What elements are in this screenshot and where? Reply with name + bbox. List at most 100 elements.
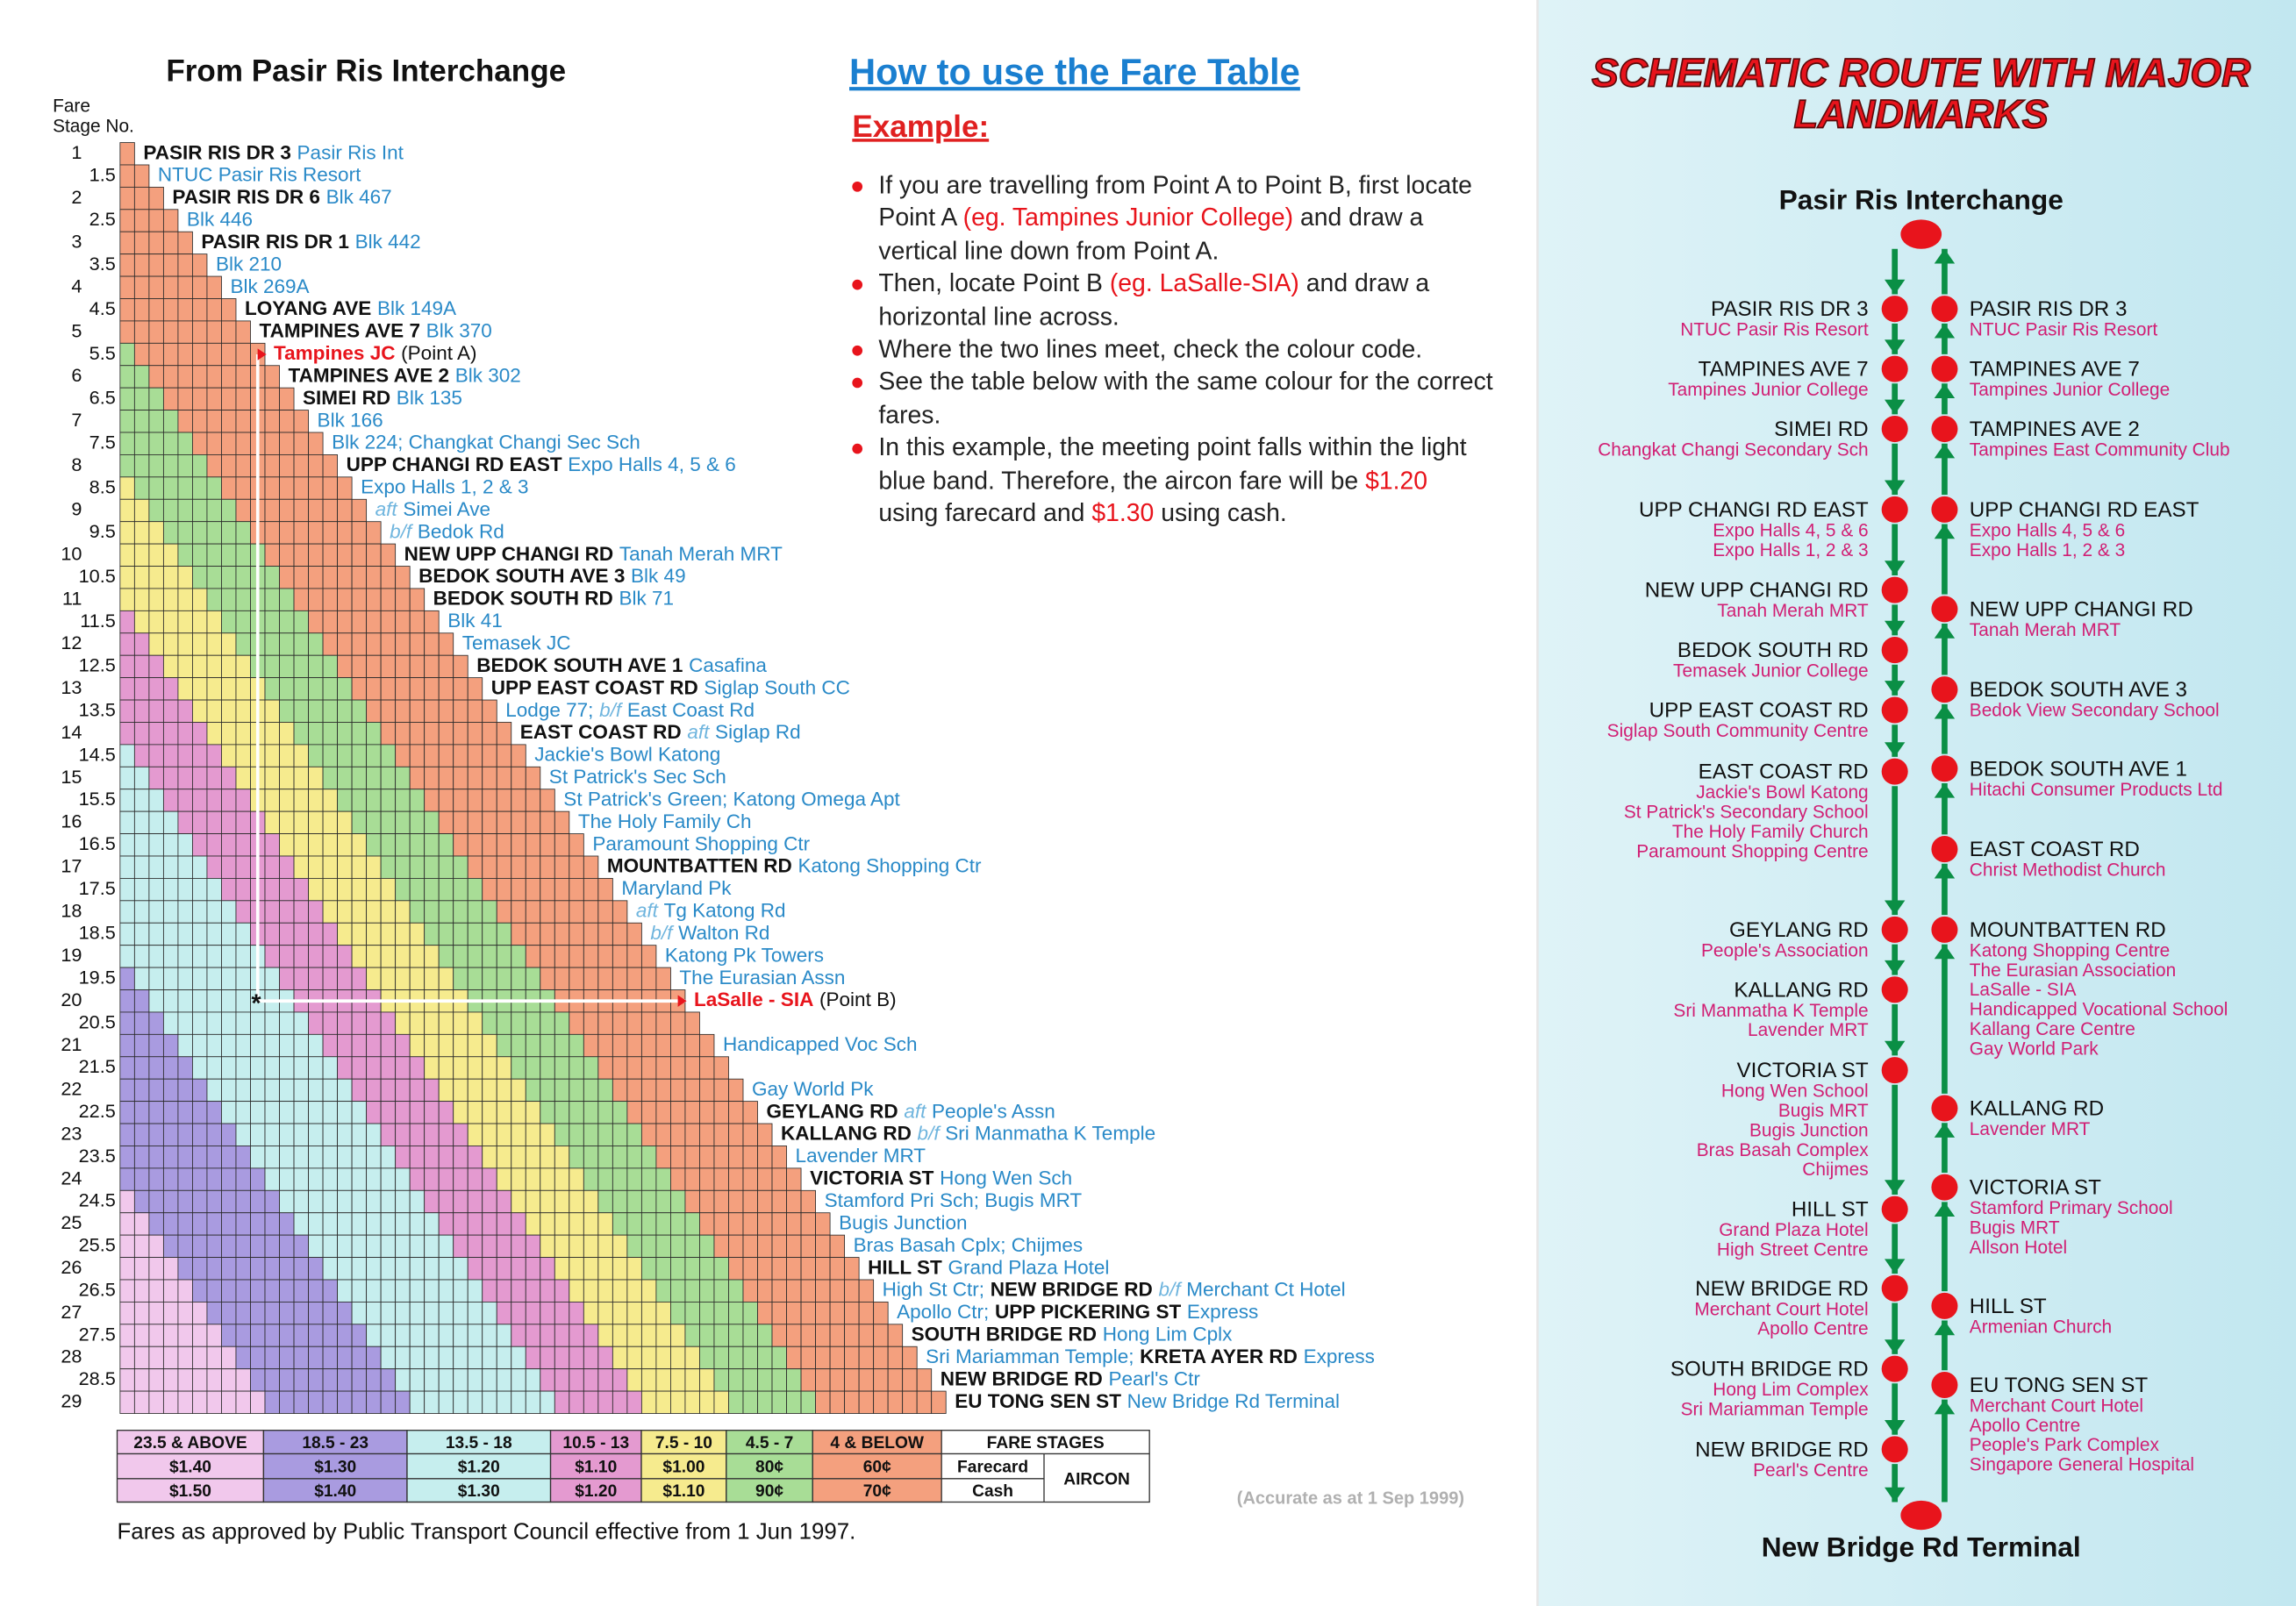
fare-cell	[162, 1212, 179, 1236]
label-part: VICTORIA ST	[810, 1167, 934, 1189]
fare-cell	[206, 632, 222, 656]
fare-cell	[206, 1011, 222, 1035]
fare-cell	[119, 1078, 135, 1103]
stage-number: 9.5	[89, 520, 116, 542]
route-arrow	[1885, 1259, 1906, 1274]
fare-cell	[409, 945, 426, 968]
label-part: Hong Wen Sch	[940, 1167, 1072, 1189]
fare-cell	[424, 1390, 440, 1414]
fare-cell	[322, 521, 338, 545]
label-part: Sri Manmatha K Temple	[945, 1123, 1155, 1145]
label-part: NEW BRIDGE RD	[941, 1367, 1103, 1389]
fare-cell	[119, 186, 135, 211]
fare-cell	[119, 945, 135, 968]
stage-number: 21	[61, 1033, 82, 1055]
fare-cell	[409, 1301, 426, 1325]
fare-cell	[221, 1056, 237, 1080]
fare-cell	[221, 833, 237, 857]
fare-cell	[887, 1390, 904, 1414]
fare-cell	[177, 1301, 193, 1325]
fare-cell	[133, 722, 150, 746]
fare-cell	[308, 1345, 324, 1370]
stop-label: St Patrick's Sec Sch	[549, 766, 726, 788]
fare-cell	[148, 789, 164, 812]
fare-cell	[424, 722, 440, 746]
fare-cell	[264, 432, 280, 455]
stop-label: NTUC Pasir Ris Resort	[158, 164, 361, 186]
fare-cell	[453, 744, 468, 767]
fare-cell	[235, 588, 251, 611]
landmark: Singapore General Hospital	[1970, 1455, 2194, 1475]
fare-cell	[554, 900, 570, 924]
fare-cell	[322, 543, 338, 567]
fare-cell	[612, 1056, 628, 1080]
fare-cell	[177, 1257, 193, 1281]
fare-cell	[293, 1301, 309, 1325]
label-part: Expo Halls 4, 5 & 6	[568, 453, 735, 475]
fare-cell	[684, 1301, 700, 1325]
fare-cell	[395, 1234, 411, 1258]
fare-cell	[511, 744, 526, 767]
stop-dot	[1931, 496, 1958, 523]
route-arrow	[1934, 703, 1956, 719]
fare-cell	[133, 410, 150, 433]
fare-cell	[640, 1078, 657, 1103]
route-arrow	[1885, 742, 1906, 757]
fare-cell	[293, 1234, 309, 1258]
legend-cash: 90¢	[755, 1482, 783, 1501]
fare-cell	[308, 1279, 324, 1303]
fare-cell	[742, 1212, 758, 1236]
fare-cell	[192, 855, 208, 879]
fare-cell	[162, 1011, 179, 1035]
fare-cell	[554, 967, 570, 990]
fare-cell	[380, 744, 397, 767]
fare-cell	[177, 1189, 193, 1214]
fare-cell	[119, 1101, 135, 1124]
stop-name: SIMEI RD	[1774, 418, 1869, 441]
fare-cell	[293, 1101, 309, 1124]
fare-cell	[337, 1146, 353, 1169]
fare-cell	[192, 253, 208, 277]
fare-cell	[133, 677, 150, 701]
fare-cell	[148, 1033, 164, 1058]
fare-cell	[887, 1324, 904, 1347]
accuracy-note: (Accurate as at 1 Sep 1999)	[1237, 1488, 1464, 1508]
fare-cell	[438, 1234, 454, 1258]
stop-dot	[1881, 1196, 1908, 1223]
fare-cell	[148, 566, 164, 589]
fare-cell	[177, 1324, 193, 1347]
fare-cell	[525, 1345, 541, 1370]
fare-cell	[351, 945, 368, 968]
fare-cell	[684, 1189, 700, 1214]
stop-dot	[1881, 1274, 1908, 1302]
fare-cell	[235, 365, 251, 389]
fare-cell	[308, 610, 324, 634]
fare-cell	[583, 1301, 599, 1325]
fare-cell	[640, 1123, 657, 1146]
fare-cell	[133, 1189, 150, 1214]
fare-cell	[133, 744, 150, 767]
fare-cell	[293, 677, 309, 701]
legend-range: 13.5 - 18	[446, 1434, 512, 1453]
fare-cell	[713, 1189, 729, 1214]
fare-cell	[612, 1078, 628, 1103]
fare-cell	[612, 1301, 628, 1325]
fare-cell	[728, 1146, 744, 1169]
fare-cell	[264, 1011, 280, 1035]
fare-cell	[221, 900, 237, 924]
fare-cell	[409, 1257, 426, 1281]
fare-cell	[525, 1212, 541, 1236]
fare-cell	[438, 1056, 454, 1080]
fare-cell	[133, 1234, 150, 1258]
label-part: KRETA AYER RD	[1140, 1345, 1298, 1367]
fare-cell	[655, 967, 671, 990]
fare-cell	[438, 967, 454, 990]
fare-cell	[162, 275, 179, 299]
fare-cell	[133, 989, 150, 1013]
fare-cell	[264, 1368, 280, 1392]
fare-cell	[597, 1234, 613, 1258]
stop-name: PASIR RIS DR 3	[1970, 297, 2128, 321]
landmark: Changkat Changi Secondary Sch	[1598, 440, 1868, 460]
fare-cell	[380, 1146, 397, 1169]
fare-cell	[409, 810, 426, 834]
